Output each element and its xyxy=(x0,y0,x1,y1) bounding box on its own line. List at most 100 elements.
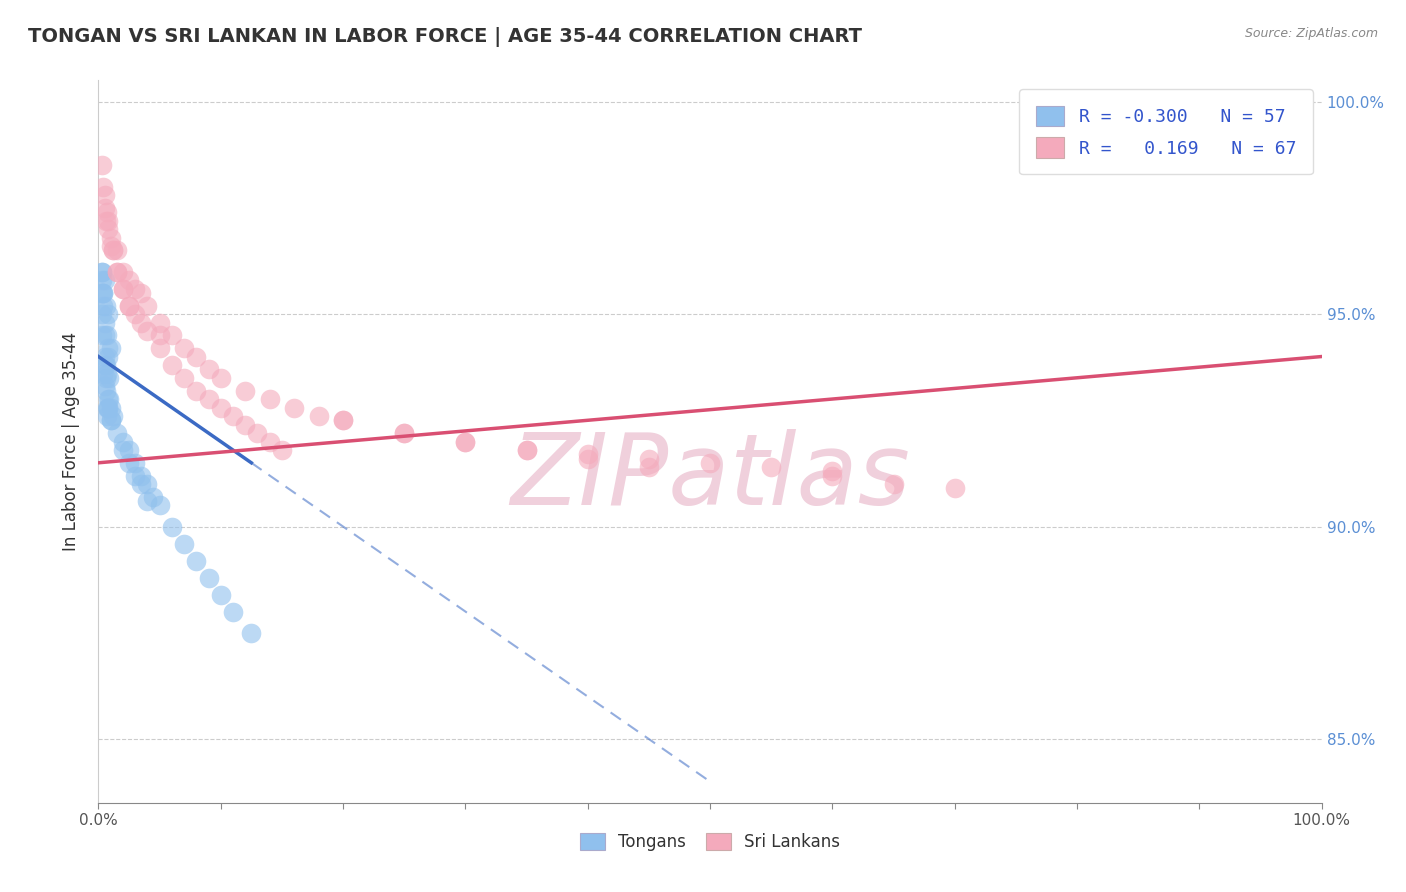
Point xyxy=(91,179,114,194)
Point xyxy=(124,281,146,295)
Point xyxy=(93,273,115,287)
Point xyxy=(93,358,115,372)
Point xyxy=(91,264,114,278)
Point xyxy=(308,409,330,423)
Point xyxy=(94,358,117,372)
Point xyxy=(173,536,195,550)
Point xyxy=(142,490,165,504)
Point xyxy=(111,443,134,458)
Point xyxy=(233,384,256,398)
Point xyxy=(118,299,141,313)
Point xyxy=(124,456,146,470)
Point xyxy=(270,443,294,458)
Point xyxy=(197,392,219,406)
Point xyxy=(97,341,120,355)
Point xyxy=(515,443,537,458)
Point xyxy=(186,553,208,567)
Point xyxy=(101,409,124,423)
Point xyxy=(93,188,115,202)
Point xyxy=(821,468,844,483)
Point xyxy=(105,264,128,278)
Point xyxy=(91,307,114,321)
Point xyxy=(94,299,117,313)
Point xyxy=(98,392,121,406)
Point xyxy=(197,362,219,376)
Point xyxy=(91,264,114,278)
Point xyxy=(160,358,183,372)
Point xyxy=(209,401,232,415)
Y-axis label: In Labor Force | Age 35-44: In Labor Force | Age 35-44 xyxy=(62,332,80,551)
Point xyxy=(136,299,159,313)
Point xyxy=(699,456,721,470)
Point xyxy=(149,328,172,343)
Point xyxy=(97,392,120,406)
Point xyxy=(259,434,281,449)
Point xyxy=(100,239,122,253)
Point xyxy=(96,328,118,343)
Point xyxy=(97,222,120,236)
Point xyxy=(91,273,114,287)
Point xyxy=(821,464,844,478)
Point xyxy=(91,285,114,300)
Point xyxy=(149,341,172,355)
Point xyxy=(97,401,120,415)
Point xyxy=(283,401,305,415)
Legend: Tongans, Sri Lankans: Tongans, Sri Lankans xyxy=(571,825,849,860)
Point xyxy=(637,460,661,475)
Point xyxy=(160,519,183,533)
Point xyxy=(197,570,219,584)
Point xyxy=(100,341,122,355)
Point xyxy=(97,350,120,364)
Point xyxy=(259,392,281,406)
Point xyxy=(761,460,783,475)
Point xyxy=(96,367,118,381)
Point xyxy=(186,384,208,398)
Point xyxy=(105,425,128,440)
Text: Source: ZipAtlas.com: Source: ZipAtlas.com xyxy=(1244,27,1378,40)
Point xyxy=(136,477,159,491)
Point xyxy=(97,307,120,321)
Point xyxy=(149,498,172,512)
Point xyxy=(94,213,117,227)
Point xyxy=(129,477,152,491)
Point xyxy=(93,350,115,364)
Point xyxy=(97,213,120,227)
Point xyxy=(149,316,172,330)
Point xyxy=(118,456,141,470)
Point xyxy=(129,316,152,330)
Point xyxy=(96,205,118,219)
Point xyxy=(98,371,121,385)
Point xyxy=(101,244,124,258)
Point xyxy=(96,401,118,415)
Point xyxy=(576,451,599,466)
Point xyxy=(94,384,117,398)
Point xyxy=(93,328,115,343)
Point xyxy=(111,281,134,295)
Point xyxy=(222,605,245,619)
Point xyxy=(246,425,269,440)
Point xyxy=(91,328,114,343)
Point xyxy=(105,244,128,258)
Point xyxy=(454,434,477,449)
Point xyxy=(576,447,599,461)
Point xyxy=(129,468,152,483)
Point xyxy=(100,230,122,244)
Point xyxy=(101,244,124,258)
Point xyxy=(96,409,118,423)
Point xyxy=(454,434,477,449)
Point xyxy=(392,425,416,440)
Point xyxy=(111,434,134,449)
Point xyxy=(105,264,128,278)
Point xyxy=(332,413,354,427)
Point xyxy=(94,371,117,385)
Point xyxy=(173,371,195,385)
Point xyxy=(160,328,183,343)
Point xyxy=(97,401,120,415)
Point xyxy=(91,367,114,381)
Point xyxy=(209,588,232,602)
Point xyxy=(124,468,146,483)
Point xyxy=(91,285,114,300)
Point xyxy=(100,413,122,427)
Point xyxy=(173,341,195,355)
Point xyxy=(93,316,115,330)
